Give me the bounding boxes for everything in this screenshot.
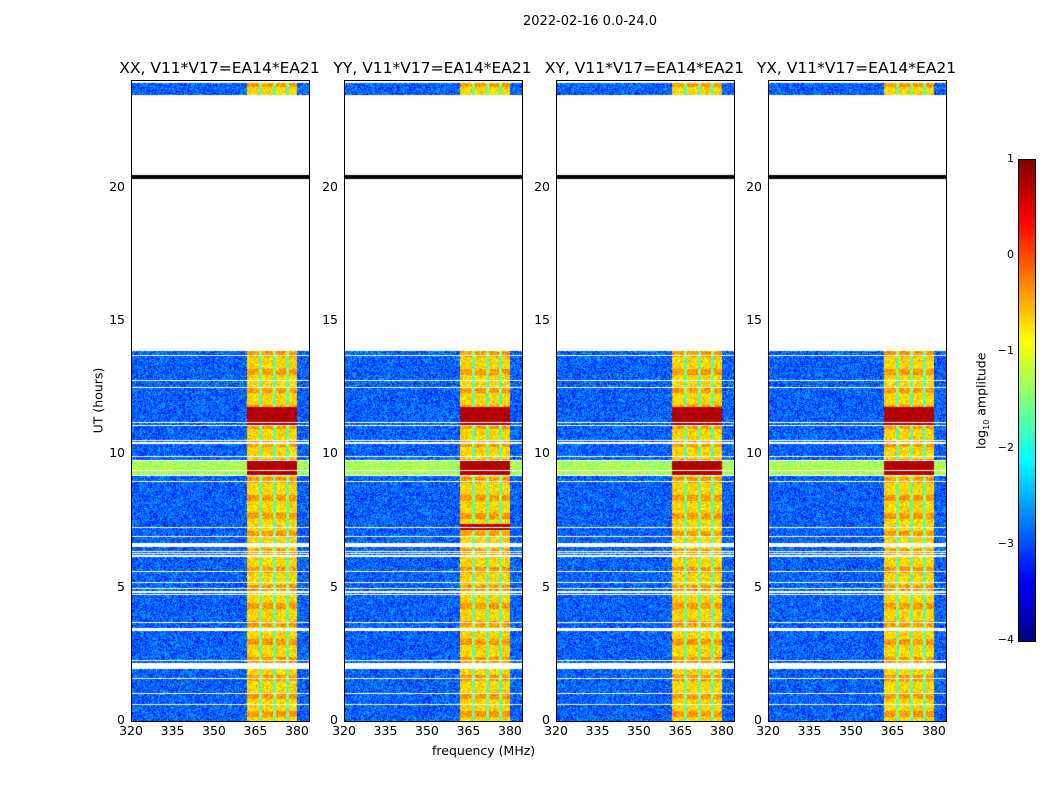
y-tick-label: 0	[117, 712, 125, 727]
x-tick-label: 335	[585, 723, 610, 738]
y-tick-label: 15	[109, 312, 125, 327]
colorbar-tick-label: 1	[1007, 152, 1014, 165]
x-axis-label: frequency (MHz)	[432, 743, 536, 758]
x-tick-label: 350	[202, 723, 226, 738]
x-tick-label: 320	[544, 723, 568, 738]
panel-title-0: XX, V11*V17=EA14*EA21	[119, 59, 320, 77]
y-tick-label: 5	[330, 578, 338, 594]
x-tick-label: 380	[710, 723, 734, 738]
x-tick-label: 335	[373, 723, 398, 738]
x-tick-label: 335	[160, 723, 185, 738]
y-tick-label: 0	[330, 712, 338, 727]
colorbar-tick-label: 0	[1007, 248, 1014, 262]
y-tick-label: 0	[754, 712, 762, 727]
panel-title-3: YX, V11*V17=EA14*EA21	[756, 59, 957, 77]
colorbar-tick-label: −1	[997, 344, 1014, 358]
x-tick-label: 365	[880, 723, 905, 738]
x-tick-label: 350	[839, 723, 863, 738]
y-tick-label: 10	[746, 445, 762, 461]
colorbar-tick-label: −4	[997, 633, 1014, 646]
panel-title-2: XY, V11*V17=EA14*EA21	[544, 59, 745, 77]
colorbar-label-rest: amplitude	[973, 352, 989, 420]
x-tick-label: 350	[415, 723, 439, 738]
x-tick-label: 365	[668, 723, 693, 738]
y-tick-label: 20	[322, 178, 338, 194]
x-tick-label: 320	[119, 723, 143, 738]
heatmap-panel-3	[768, 80, 947, 722]
x-tick-label: 380	[498, 723, 522, 738]
x-tick-label: 350	[627, 723, 651, 738]
panel-title-1: YY, V11*V17=EA14*EA21	[333, 59, 532, 77]
y-tick-label: 0	[542, 712, 550, 727]
y-tick-label: 5	[754, 578, 762, 594]
colorbar-tick-label: −3	[997, 536, 1014, 550]
x-tick-label: 380	[922, 723, 946, 738]
y-tick-label: 20	[534, 178, 550, 194]
x-tick-label: 365	[456, 723, 481, 738]
colorbar-label-sub: 10	[981, 419, 991, 430]
heatmap-panel-0	[131, 80, 310, 722]
y-tick-label: 15	[322, 312, 338, 327]
x-tick-label: 365	[243, 723, 268, 738]
heatmap-panel-1	[344, 80, 523, 722]
y-axis-label: UT (hours)	[90, 367, 106, 434]
y-tick-label: 15	[746, 312, 762, 327]
figure-title: 2022-02-16 0.0-24.0	[523, 14, 657, 29]
x-tick-label: 320	[332, 723, 356, 738]
y-tick-label: 5	[117, 578, 125, 594]
colorbar	[1018, 159, 1036, 642]
x-tick-label: 335	[797, 723, 822, 738]
colorbar-label: log10 amplitude	[973, 351, 991, 451]
colorbar-tick-label: −2	[997, 440, 1014, 454]
x-tick-label: 380	[285, 723, 309, 738]
y-tick-label: 20	[109, 178, 125, 194]
y-tick-label: 10	[109, 445, 125, 461]
x-tick-label: 320	[756, 723, 780, 738]
heatmap-panel-2	[556, 80, 735, 722]
y-tick-label: 10	[322, 445, 338, 461]
y-tick-label: 5	[542, 578, 550, 594]
y-tick-label: 15	[534, 312, 550, 327]
y-tick-label: 10	[534, 445, 550, 461]
y-tick-label: 20	[746, 178, 762, 194]
